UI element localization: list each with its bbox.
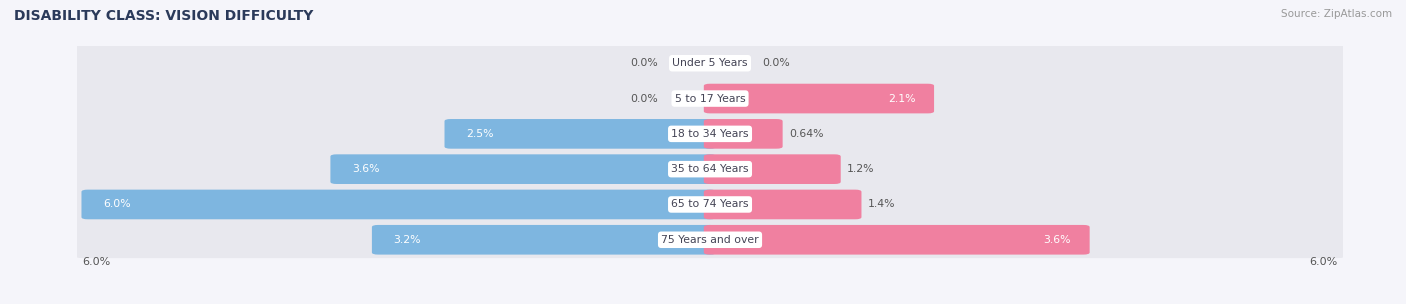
FancyBboxPatch shape xyxy=(330,154,716,184)
FancyBboxPatch shape xyxy=(75,151,1346,188)
Text: 6.0%: 6.0% xyxy=(1309,257,1337,267)
Text: 6.0%: 6.0% xyxy=(103,199,131,209)
FancyBboxPatch shape xyxy=(75,45,1346,81)
FancyBboxPatch shape xyxy=(82,190,716,219)
Text: 1.2%: 1.2% xyxy=(846,164,875,174)
Text: 3.6%: 3.6% xyxy=(1043,235,1071,245)
FancyBboxPatch shape xyxy=(75,186,1346,223)
Text: 1.4%: 1.4% xyxy=(868,199,896,209)
FancyBboxPatch shape xyxy=(75,116,1346,152)
Text: 2.1%: 2.1% xyxy=(889,94,915,104)
Text: 0.0%: 0.0% xyxy=(630,94,658,104)
FancyBboxPatch shape xyxy=(704,84,934,113)
Text: 3.2%: 3.2% xyxy=(394,235,422,245)
Text: Source: ZipAtlas.com: Source: ZipAtlas.com xyxy=(1281,9,1392,19)
Text: 35 to 64 Years: 35 to 64 Years xyxy=(671,164,749,174)
Text: 75 Years and over: 75 Years and over xyxy=(661,235,759,245)
FancyBboxPatch shape xyxy=(704,190,862,219)
Text: 2.5%: 2.5% xyxy=(467,129,494,139)
Text: DISABILITY CLASS: VISION DIFFICULTY: DISABILITY CLASS: VISION DIFFICULTY xyxy=(14,9,314,23)
Text: 18 to 34 Years: 18 to 34 Years xyxy=(671,129,749,139)
Text: 0.0%: 0.0% xyxy=(630,58,658,68)
Text: 5 to 17 Years: 5 to 17 Years xyxy=(675,94,745,104)
FancyBboxPatch shape xyxy=(704,119,783,149)
Text: 65 to 74 Years: 65 to 74 Years xyxy=(671,199,749,209)
Text: 6.0%: 6.0% xyxy=(83,257,111,267)
Text: 3.6%: 3.6% xyxy=(352,164,380,174)
FancyBboxPatch shape xyxy=(373,225,716,254)
FancyBboxPatch shape xyxy=(444,119,716,149)
FancyBboxPatch shape xyxy=(75,80,1346,117)
Text: Under 5 Years: Under 5 Years xyxy=(672,58,748,68)
FancyBboxPatch shape xyxy=(75,221,1346,258)
FancyBboxPatch shape xyxy=(704,225,1090,254)
FancyBboxPatch shape xyxy=(704,154,841,184)
Text: 0.64%: 0.64% xyxy=(789,129,824,139)
Text: 0.0%: 0.0% xyxy=(762,58,790,68)
